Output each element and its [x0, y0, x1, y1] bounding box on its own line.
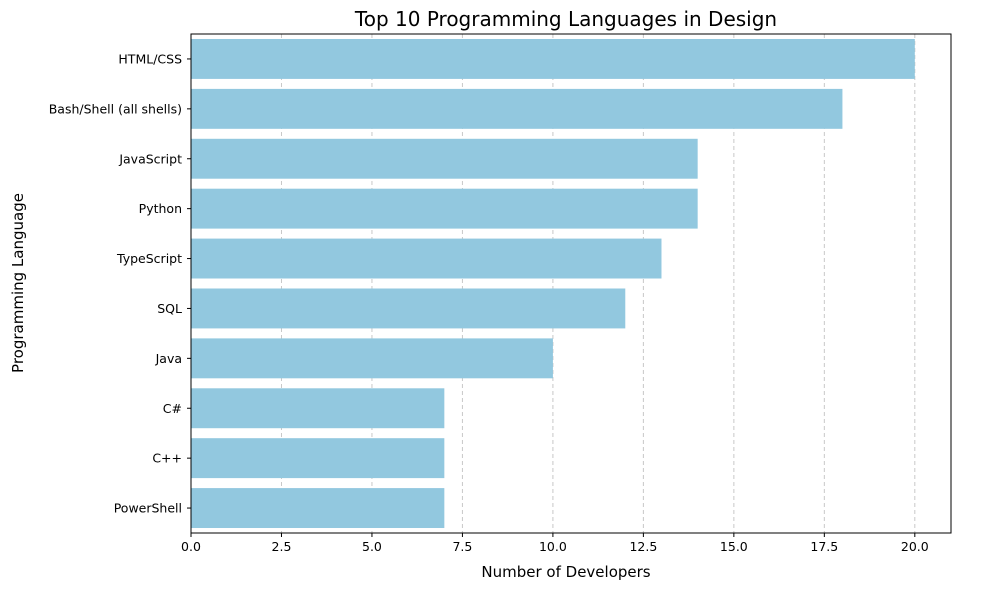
y-tick-label: C#: [163, 401, 182, 416]
x-tick-label: 12.5: [629, 539, 657, 554]
y-tick-label: Python: [139, 201, 182, 216]
x-tick-label: 7.5: [452, 539, 472, 554]
y-tick-label: Java: [155, 351, 182, 366]
x-tick-label: 20.0: [901, 539, 929, 554]
plot-frame: [190, 33, 952, 534]
chart-title: Top 10 Programming Languages in Design: [354, 7, 777, 31]
bar: [191, 388, 445, 429]
y-tick-label: TypeScript: [116, 251, 182, 266]
x-axis-label: Number of Developers: [481, 563, 650, 581]
y-tick-label: HTML/CSS: [118, 51, 182, 66]
x-tick-label: 2.5: [272, 539, 292, 554]
bar: [191, 88, 843, 129]
x-tick-label: 17.5: [810, 539, 838, 554]
x-tick-label: 5.0: [362, 539, 382, 554]
y-tick-label: JavaScript: [118, 151, 182, 166]
y-tick-label: PowerShell: [114, 501, 182, 516]
bar: [191, 38, 915, 79]
bars-layer: [191, 38, 915, 529]
bar: [191, 188, 698, 229]
bar: [191, 438, 445, 479]
bar: [191, 238, 662, 279]
x-tick-label: 15.0: [720, 539, 748, 554]
bar: [191, 138, 698, 179]
bar: [191, 338, 553, 379]
bar: [191, 288, 626, 329]
x-ticks: 0.0 2.5 5.0 7.5 10.0 12.5 15.0 17.5 20.0: [181, 533, 929, 554]
y-tick-label: SQL: [157, 301, 182, 316]
y-ticks: HTML/CSS Bash/Shell (all shells) JavaScrip…: [49, 51, 191, 516]
x-tick-label: 0.0: [181, 539, 201, 554]
y-tick-label: C++: [152, 451, 182, 466]
axes-layer: [190, 33, 952, 534]
bar: [191, 488, 445, 529]
y-axis-label: Programming Language: [9, 193, 27, 373]
y-tick-label: Bash/Shell (all shells): [49, 101, 182, 116]
x-tick-label: 10.0: [539, 539, 567, 554]
